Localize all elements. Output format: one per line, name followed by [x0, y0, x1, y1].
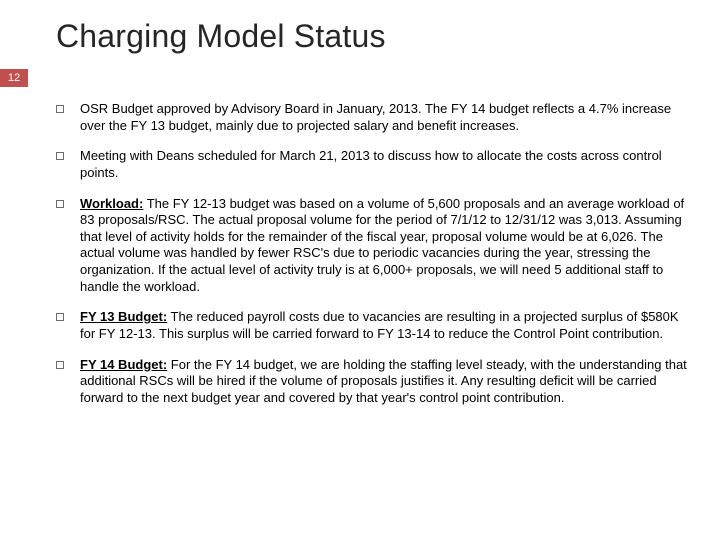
bullet-text: OSR Budget approved by Advisory Board in…	[80, 101, 692, 134]
slide-number-badge: 12	[0, 69, 28, 87]
bullet-item: Workload: The FY 12-13 budget was based …	[56, 196, 692, 296]
bullet-rest: For the FY 14 budget, we are holding the…	[80, 357, 687, 405]
bullet-rest: The reduced payroll costs due to vacanci…	[80, 309, 679, 341]
bullet-square-icon	[56, 105, 64, 113]
bullet-square-icon	[56, 152, 64, 160]
bullet-text: FY 14 Budget: For the FY 14 budget, we a…	[80, 357, 692, 407]
bullet-item: FY 13 Budget: The reduced payroll costs …	[56, 309, 692, 342]
slide-body: OSR Budget approved by Advisory Board in…	[0, 87, 720, 406]
slide-number-line	[0, 77, 708, 78]
bullet-lead: FY 13 Budget:	[80, 309, 167, 324]
bullet-lead: FY 14 Budget:	[80, 357, 167, 372]
slide-title: Charging Model Status	[0, 0, 720, 69]
bullet-square-icon	[56, 361, 64, 369]
bullet-item: FY 14 Budget: For the FY 14 budget, we a…	[56, 357, 692, 407]
bullet-text: Workload: The FY 12-13 budget was based …	[80, 196, 692, 296]
bullet-square-icon	[56, 313, 64, 321]
bullet-lead: Workload:	[80, 196, 143, 211]
bullet-item: OSR Budget approved by Advisory Board in…	[56, 101, 692, 134]
bullet-text: Meeting with Deans scheduled for March 2…	[80, 148, 692, 181]
bullet-item: Meeting with Deans scheduled for March 2…	[56, 148, 692, 181]
slide-number-bar: 12	[0, 69, 720, 87]
bullet-text: FY 13 Budget: The reduced payroll costs …	[80, 309, 692, 342]
bullet-square-icon	[56, 200, 64, 208]
bullet-rest: The FY 12-13 budget was based on a volum…	[80, 196, 684, 294]
